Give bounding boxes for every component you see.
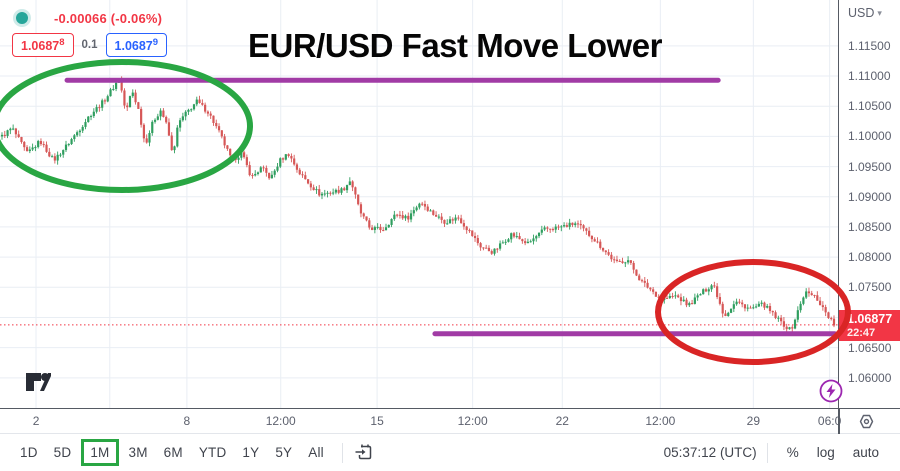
time-axis-label: 12:00 bbox=[645, 414, 676, 428]
price-axis-label: 1.09500 bbox=[848, 159, 892, 174]
session-clock[interactable]: 05:37:12 (UTC) bbox=[663, 445, 757, 460]
range-button-5y[interactable]: 5Y bbox=[275, 445, 293, 460]
lightning-icon bbox=[826, 384, 836, 398]
buy-ask-button[interactable]: 1.06879 bbox=[105, 33, 168, 58]
ask-price-pip: 9 bbox=[152, 37, 159, 48]
time-axis-label: 15 bbox=[370, 414, 384, 428]
log-scale-button[interactable]: log bbox=[816, 445, 835, 460]
data-source-dot-icon bbox=[16, 12, 28, 24]
date-range-buttons: 1D 5D 1M 3M 6M YTD 1Y 5Y All bbox=[12, 439, 332, 466]
price-axis-label: 1.11000 bbox=[848, 69, 891, 84]
spread-value: 0.1 bbox=[81, 39, 98, 52]
price-axis-label: 1.10500 bbox=[848, 99, 892, 114]
auto-scale-button[interactable]: auto bbox=[852, 445, 879, 460]
time-axis-label: 22 bbox=[555, 414, 569, 428]
chart-settings-gear-icon[interactable] bbox=[858, 413, 875, 435]
time-axis-label: 12:00 bbox=[265, 414, 296, 428]
axis-corner-divider bbox=[838, 409, 840, 434]
last-price-value: 1.06877 bbox=[847, 311, 893, 326]
percent-scale-button[interactable]: % bbox=[786, 445, 799, 460]
price-axis[interactable]: USD ▾ 1.11500 1.11000 1.10500 1.10000 1.0950… bbox=[838, 0, 900, 408]
range-button-3m[interactable]: 3M bbox=[128, 445, 148, 460]
currency-unit-label: USD bbox=[848, 6, 875, 20]
range-button-all[interactable]: All bbox=[308, 445, 324, 460]
time-axis[interactable]: 2 8 12:00 15 12:00 22 12:00 29 06:0 bbox=[0, 408, 900, 435]
chart-annotation-title: EUR/USD Fast Move Lower bbox=[248, 27, 662, 64]
toolbar-divider bbox=[766, 442, 768, 463]
range-button-6m[interactable]: 6M bbox=[163, 445, 183, 460]
scale-mode-buttons: % log auto bbox=[778, 441, 888, 464]
time-axis-label: 06:0 bbox=[817, 414, 842, 428]
chevron-down-icon: ▾ bbox=[877, 7, 882, 18]
price-axis-label: 1.06000 bbox=[848, 370, 892, 385]
price-axis-label: 1.10000 bbox=[848, 129, 892, 144]
toolbar-divider bbox=[341, 442, 343, 463]
time-axis-label: 12:00 bbox=[457, 414, 488, 428]
price-axis-label: 1.07500 bbox=[848, 280, 892, 295]
chart-plot-area[interactable]: EUR/USD Fast Move Lower -0.00066 (-0.06%… bbox=[0, 0, 838, 408]
range-button-5d[interactable]: 5D bbox=[53, 445, 72, 460]
range-button-1d[interactable]: 1D bbox=[20, 445, 38, 460]
bid-price: 1.0687 bbox=[21, 39, 60, 54]
price-axis-label: 1.08500 bbox=[848, 219, 892, 234]
ask-price: 1.0687 bbox=[114, 39, 153, 54]
tradingview-logo[interactable] bbox=[26, 372, 56, 397]
last-price-badge: 1.06877 22:47 bbox=[839, 309, 900, 341]
candle-countdown: 22:47 bbox=[847, 326, 876, 339]
price-axis-label: 1.08000 bbox=[848, 250, 892, 265]
time-axis-label: 29 bbox=[746, 414, 761, 428]
time-axis-label: 8 bbox=[183, 414, 191, 428]
currency-unit-dropdown[interactable]: USD ▾ bbox=[848, 6, 882, 20]
time-axis-label: 2 bbox=[32, 414, 40, 428]
price-axis-label: 1.11500 bbox=[848, 38, 891, 53]
bid-price-pip: 8 bbox=[59, 37, 65, 48]
range-button-1m[interactable]: 1M bbox=[81, 439, 119, 466]
instant-order-button[interactable] bbox=[818, 378, 844, 409]
go-to-date-button[interactable] bbox=[353, 442, 374, 463]
price-change-text: -0.00066 (-0.06%) bbox=[54, 10, 163, 26]
price-axis-label: 1.09000 bbox=[848, 189, 892, 204]
symbol-legend: -0.00066 (-0.06%) 1.06878 0.1 1.06879 bbox=[12, 8, 168, 58]
range-button-1y[interactable]: 1Y bbox=[242, 445, 260, 460]
sell-bid-button[interactable]: 1.06878 bbox=[12, 33, 74, 58]
bottom-toolbar: 1D 5D 1M 3M 6M YTD 1Y 5Y All 05:37:12 (UTC) % log… bbox=[0, 433, 900, 471]
range-button-ytd[interactable]: YTD bbox=[198, 445, 227, 460]
price-axis-label: 1.06500 bbox=[848, 340, 892, 355]
